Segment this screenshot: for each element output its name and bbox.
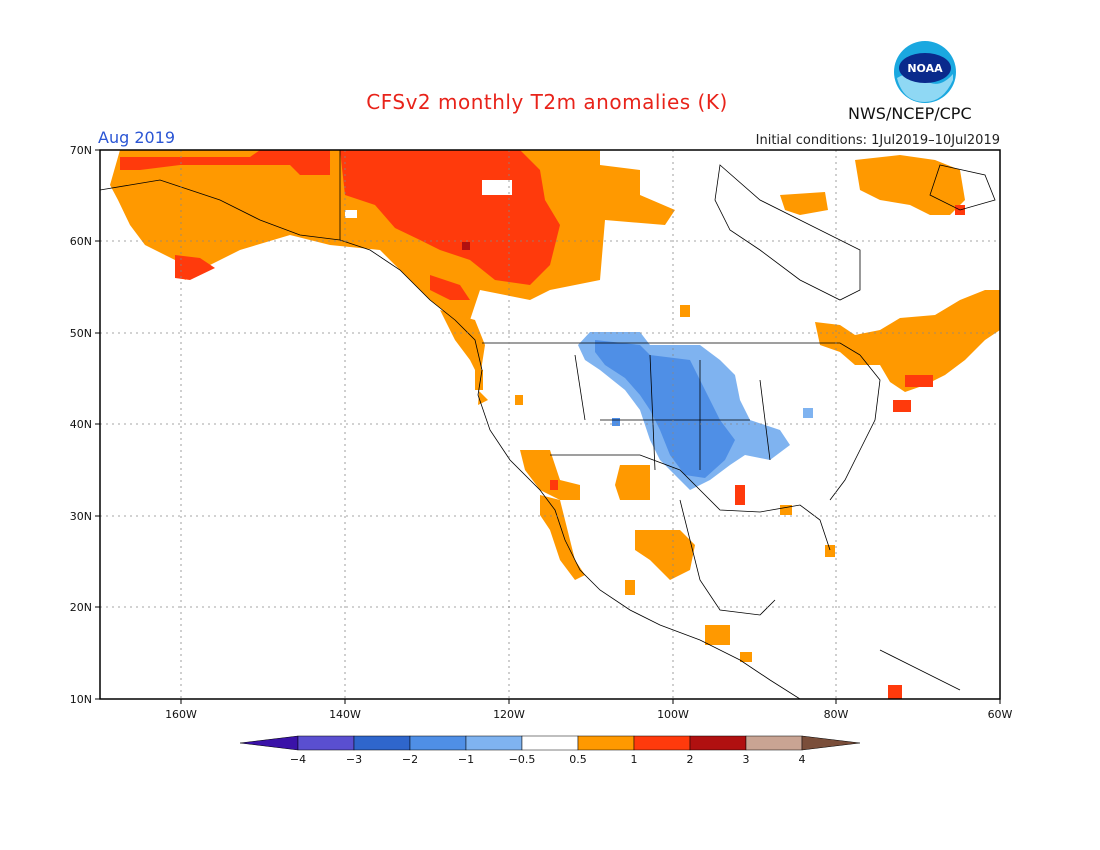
warm-anomaly-peak [462, 242, 470, 250]
lon-label: 80W [824, 708, 849, 721]
colorbar-label: −0.5 [509, 753, 536, 766]
warm-anomaly-alaska-north [120, 150, 330, 175]
colorbar-label: 1 [631, 753, 638, 766]
chart-title: CFSv2 monthly T2m anomalies (K) [366, 90, 728, 114]
latitude-labels: 70N 60N 50N 40N 30N 20N 10N [70, 144, 92, 706]
colorbar-min-triangle [239, 735, 299, 751]
colorbar-segment [633, 735, 691, 751]
warm-anomaly-west-coast [440, 310, 488, 405]
colorbar-label: −3 [346, 753, 362, 766]
colorbar: −4 −3 −2 −1 −0.5 0.5 1 2 3 4 [239, 735, 861, 766]
colorbar-segment [409, 735, 467, 751]
noaa-logo: NOAA [894, 41, 956, 103]
lon-label: 160W [165, 708, 197, 721]
coastlines [100, 150, 996, 699]
colorbar-max-triangle [801, 735, 861, 751]
lat-label: 20N [70, 601, 92, 614]
colorbar-segment [745, 735, 803, 751]
colorbar-label: 2 [687, 753, 694, 766]
warm-anomaly-bc [430, 275, 470, 300]
colorbar-segment [521, 735, 579, 751]
warm-anomaly-labrador [855, 155, 965, 215]
warm-anomaly-maritimes [905, 375, 933, 387]
lat-label: 30N [70, 510, 92, 523]
lon-label: 100W [657, 708, 689, 721]
warm-anomaly-sw-alaska [175, 255, 215, 280]
colorbar-label: 0.5 [569, 753, 587, 766]
anomaly-field [110, 150, 1000, 699]
colorbar-segment [465, 735, 523, 751]
lon-label: 60W [988, 708, 1013, 721]
lat-label: 70N [70, 144, 92, 157]
lat-label: 60N [70, 235, 92, 248]
axis-ticks [95, 149, 1001, 704]
warm-anomaly-southern-mexico [705, 625, 730, 645]
lat-label: 50N [70, 327, 92, 340]
colorbar-segment [297, 735, 355, 751]
colorbar-label: −1 [458, 753, 474, 766]
warm-anomaly-eastern-canada [815, 290, 1000, 392]
warm-anomaly-northern-mexico [635, 530, 695, 580]
colorbar-label: −2 [402, 753, 418, 766]
lat-label: 10N [70, 693, 92, 706]
warm-anomaly-southwest [520, 450, 580, 500]
initial-conditions: Initial conditions: 1Jul2019–10Jul2019 [755, 133, 1000, 148]
agency-label: NWS/NCEP/CPC [848, 104, 972, 123]
forecast-period: Aug 2019 [98, 128, 176, 147]
warm-anomaly-new-mexico [615, 465, 650, 500]
colorbar-label: 3 [743, 753, 750, 766]
graticule [100, 150, 1000, 699]
colorbar-segment [577, 735, 635, 751]
colorbar-label: −4 [290, 753, 306, 766]
colorbar-segment [353, 735, 411, 751]
logo-text: NOAA [907, 62, 943, 75]
colorbar-label: 4 [799, 753, 806, 766]
warm-anomaly-hudson [780, 192, 828, 215]
lon-label: 120W [493, 708, 525, 721]
lat-label: 40N [70, 418, 92, 431]
colorbar-segment [689, 735, 747, 751]
lon-label: 140W [329, 708, 361, 721]
longitude-labels: 160W 140W 120W 100W 80W 60W [165, 708, 1012, 721]
